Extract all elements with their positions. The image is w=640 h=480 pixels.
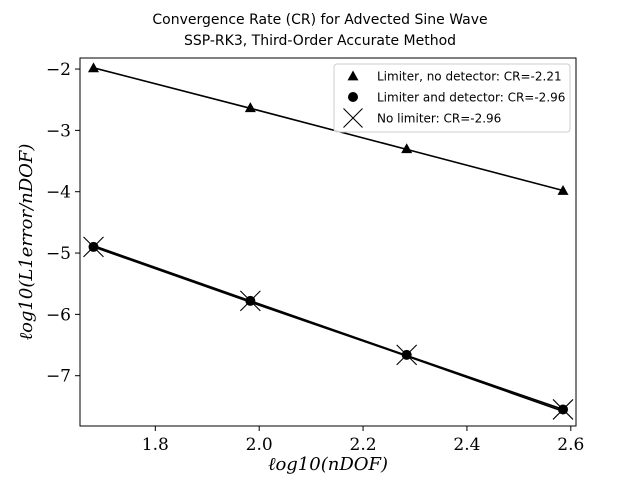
y-tick-label: −2 [46, 60, 71, 80]
x-tick-label: 1.8 [142, 435, 169, 455]
x-marker-stroke [239, 290, 261, 312]
x-marker-stroke [343, 108, 363, 128]
y-axis-ticks: −2 −3 −4 −5 −6 −7 [46, 60, 80, 387]
x-tick-label: 2.4 [453, 435, 480, 455]
fit-line [93, 244, 564, 411]
triangle-marker [401, 143, 413, 154]
circle-marker [348, 92, 358, 102]
y-tick-label: −3 [46, 121, 71, 141]
x-marker [343, 108, 363, 128]
chart-title: Convergence Rate (CR) for Advected Sine … [152, 12, 487, 28]
triangle-marker [347, 70, 359, 81]
x-tick-label: 2.6 [557, 435, 584, 455]
x-marker-stroke [396, 344, 418, 366]
x-axis-label: ℓog10(nDOF) [268, 454, 388, 475]
y-tick-label: −7 [46, 367, 71, 387]
x-marker [239, 290, 261, 312]
y-axis-label: ℓog10(L1error/nDOF) [16, 144, 37, 341]
x-tick-label: 2.2 [350, 435, 377, 455]
y-tick-label: −4 [46, 183, 71, 203]
y-tick-label: −5 [46, 244, 71, 264]
legend-label: Limiter, no detector: CR=-2.21 [377, 70, 562, 84]
fit-line [93, 246, 564, 413]
data-markers [83, 62, 574, 420]
x-marker [396, 344, 418, 366]
chart-subtitle: SSP-RK3, Third-Order Accurate Method [184, 33, 456, 49]
x-marker-stroke [83, 236, 104, 258]
x-axis-ticks: 1.8 2.0 2.2 2.4 2.6 [142, 426, 584, 455]
legend-items: Limiter, no detector: CR=-2.21 Limiter an… [343, 70, 565, 128]
legend: Limiter, no detector: CR=-2.21 Limiter an… [333, 63, 571, 133]
legend-label: No limiter: CR=-2.96 [377, 112, 501, 126]
y-tick-label: −6 [46, 305, 71, 325]
triangle-marker [244, 102, 256, 113]
plot-area-frame [79, 57, 577, 427]
x-marker-stroke [552, 399, 574, 420]
fit-lines [93, 67, 564, 413]
x-tick-label: 2.0 [246, 435, 273, 455]
x-marker [83, 236, 104, 258]
triangle-marker [88, 62, 100, 73]
triangle-marker [557, 184, 569, 195]
x-marker [552, 399, 574, 420]
legend-label: Limiter and detector: CR=-2.96 [377, 91, 565, 105]
fit-line [93, 67, 564, 192]
legend-box [333, 63, 571, 133]
